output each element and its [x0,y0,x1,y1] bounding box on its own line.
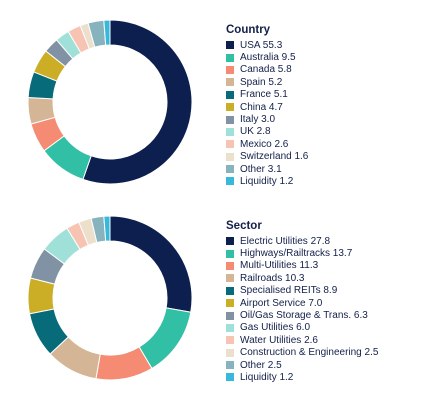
sector-legend-item-oil-gas-storage-trans: Oil/Gas Storage & Trans. 6.3 [226,309,446,321]
country-legend-label: Switzerland 1.6 [240,151,309,163]
sector-legend-item-multi-utilities: Multi-Utilities 11.3 [226,260,446,272]
country-legend-swatch [226,53,234,62]
sector-legend-item-highways-railtracks: Highways/Railtracks 13.7 [226,247,446,259]
sector-legend-item-airport-service: Airport Service 7.0 [226,297,446,309]
country-legend-label: USA 55.3 [240,39,283,51]
sector-legend-item-liquidity: Liquidity 1.2 [226,371,446,383]
sector-legend-item-construction-engineering: Construction & Engineering 2.5 [226,347,446,359]
sector-legend-item-electric-utilities: Electric Utilities 27.8 [226,235,446,247]
country-legend-swatch [226,152,234,161]
country-legend-list: USA 55.3 Australia 9.5 Canada 5.8 Spain 5.2… [226,39,446,188]
country-legend-swatch [226,65,234,74]
sector-legend-list: Electric Utilities 27.8 Highways/Railtrac… [226,235,446,384]
sector-legend-item-railroads: Railroads 10.3 [226,272,446,284]
country-legend-swatch [226,103,234,112]
sector-legend-item-other: Other 2.5 [226,359,446,371]
country-legend-item-usa: USA 55.3 [226,39,446,51]
country-legend-item-switzerland: Switzerland 1.6 [226,151,446,163]
country-legend: Country USA 55.3 Australia 9.5 Canada 5.8 S… [226,24,446,188]
sector-legend-label: Highways/Railtracks 13.7 [240,248,353,260]
country-legend-label: Canada 5.8 [240,64,292,76]
country-donut-chart [27,19,193,185]
country-legend-label: Other 3.1 [240,163,282,175]
country-legend-item-canada: Canada 5.8 [226,64,446,76]
country-legend-label: Spain 5.2 [240,76,283,88]
country-legend-swatch [226,41,234,50]
sector-legend-item-specialised-reits: Specialised REITs 8.9 [226,285,446,297]
sector-legend-label: Water Utilities 2.6 [240,334,318,346]
sector-legend-label: Electric Utilities 27.8 [240,235,331,247]
sector-legend-swatch [226,311,234,320]
country-legend-title: Country [226,24,271,36]
sector-legend-swatch [226,348,234,357]
sector-legend-label: Construction & Engineering 2.5 [240,347,379,359]
sector-legend-label: Liquidity 1.2 [240,371,294,383]
country-legend-item-mexico: Mexico 2.6 [226,138,446,150]
sector-legend-swatch [226,249,234,258]
country-legend-item-italy: Italy 3.0 [226,113,446,125]
sector-legend-label: Airport Service 7.0 [240,297,323,309]
country-legend-swatch [226,165,234,174]
sector-slice-liquidity [103,215,111,242]
country-legend-swatch [226,90,234,99]
country-legend-label: UK 2.8 [240,126,271,138]
country-legend-label: Mexico 2.6 [240,138,289,150]
country-legend-label: Liquidity 1.2 [240,175,294,187]
sector-legend-label: Other 2.5 [240,359,282,371]
country-legend-label: France 5.1 [240,89,288,101]
sector-legend-swatch [226,261,234,270]
country-legend-swatch [226,127,234,136]
country-legend-swatch [226,177,234,186]
sector-legend-swatch [226,237,234,246]
sector-legend-title: Sector [226,220,262,232]
country-legend-item-spain: Spain 5.2 [226,76,446,88]
sector-legend-item-water-utilities: Water Utilities 2.6 [226,334,446,346]
sector-legend-label: Specialised REITs 8.9 [240,285,338,297]
country-legend-label: Australia 9.5 [240,52,296,64]
sector-legend-label: Multi-Utilities 11.3 [240,260,319,272]
country-legend-swatch [226,115,234,124]
country-legend-item-other: Other 3.1 [226,163,446,175]
country-legend-item-liquidity: Liquidity 1.2 [226,175,446,187]
sector-legend-label: Gas Utilities 6.0 [240,322,311,334]
sector-legend-swatch [226,336,234,345]
country-legend-item-uk: UK 2.8 [226,126,446,138]
sector-legend: Sector Electric Utilities 27.8 Highways/R… [226,220,446,384]
sector-legend-swatch [226,286,234,295]
sector-donut-chart [27,215,193,381]
sector-legend-label: Railroads 10.3 [240,272,305,284]
sector-legend-swatch [226,323,234,332]
sector-legend-swatch [226,274,234,283]
country-legend-swatch [226,78,234,87]
sector-legend-swatch [226,299,234,308]
country-slice-usa [82,19,193,185]
country-legend-swatch [226,140,234,149]
sector-legend-label: Oil/Gas Storage & Trans. 6.3 [240,310,368,322]
country-legend-label: China 4.7 [240,101,283,113]
sector-legend-swatch [226,373,234,382]
country-slice-liquidity [103,19,111,46]
country-legend-item-china: China 4.7 [226,101,446,113]
country-legend-label: Italy 3.0 [240,114,276,126]
country-legend-item-australia: Australia 9.5 [226,51,446,63]
sector-legend-swatch [226,361,234,370]
country-legend-item-france: France 5.1 [226,89,446,101]
sector-legend-item-gas-utilities: Gas Utilities 6.0 [226,322,446,334]
sector-slice-electric-utilities [109,215,193,313]
